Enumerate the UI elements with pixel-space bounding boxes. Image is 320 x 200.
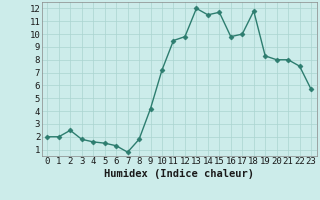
X-axis label: Humidex (Indice chaleur): Humidex (Indice chaleur) <box>104 169 254 179</box>
